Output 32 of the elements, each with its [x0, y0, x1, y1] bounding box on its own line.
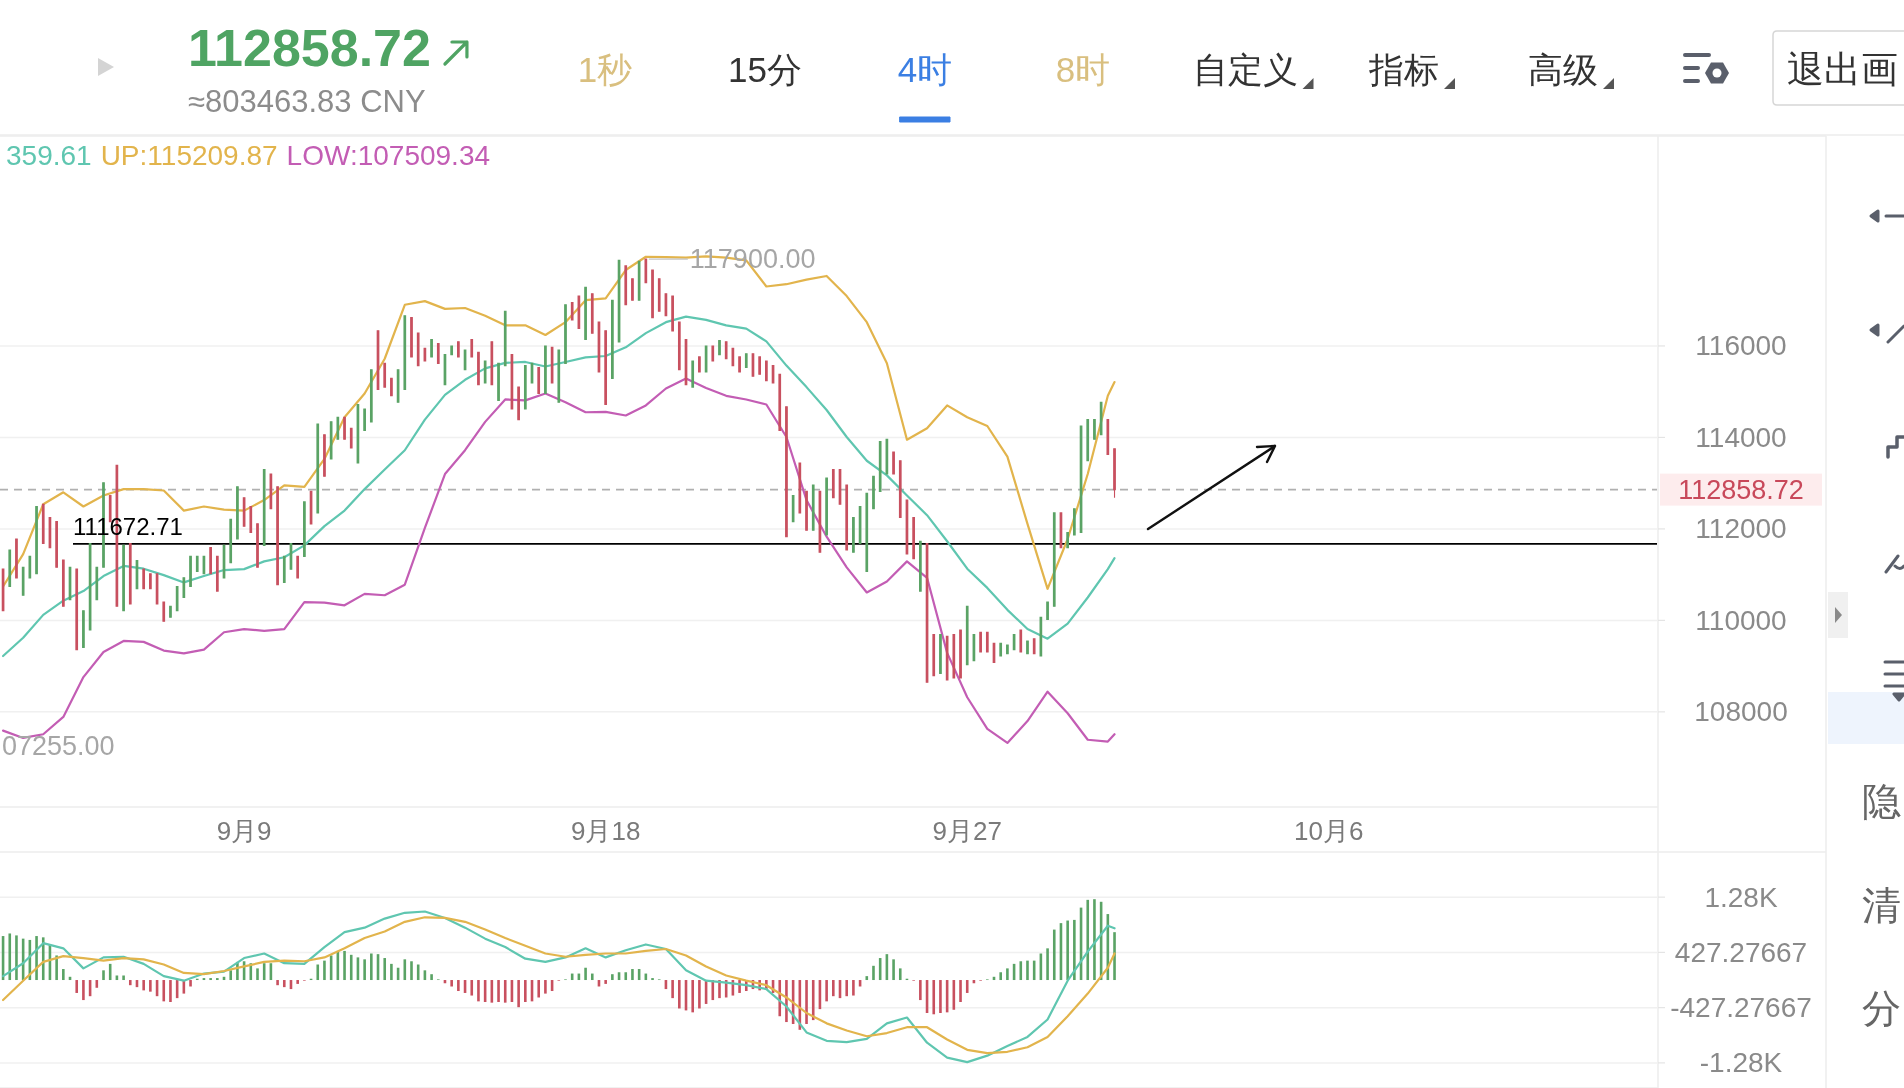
- text: 1秒: [577, 49, 633, 89]
- y-tick-label: 108000: [1694, 696, 1788, 728]
- y-tick-label: 114000: [1695, 421, 1787, 453]
- text: 自定义: [1192, 49, 1298, 89]
- text: UP:115209.87: [100, 139, 278, 171]
- ref-line-label: 112858.72: [1678, 474, 1804, 505]
- y-tick-label: 116000: [1695, 330, 1787, 362]
- text: 359.61: [6, 139, 92, 171]
- text: 112858.72: [188, 19, 431, 77]
- y-tick-label: 427.27667: [1674, 936, 1808, 968]
- text: 高级: [1528, 49, 1598, 89]
- annotation: 117900.00: [689, 244, 816, 275]
- text: 分: [1862, 986, 1901, 1030]
- text: 清: [1862, 883, 1901, 927]
- y-tick-label: 110000: [1695, 604, 1787, 636]
- y-tick-label: 112000: [1695, 513, 1787, 545]
- text: 隐: [1862, 779, 1901, 823]
- annotation: 07255.00: [2, 731, 115, 761]
- text: 15分: [728, 49, 802, 89]
- y-tick-label: -427.27667: [1670, 992, 1812, 1024]
- text: ≈803463.83 CNY: [188, 84, 426, 119]
- text: 退出画: [1787, 48, 1898, 90]
- text: 指标: [1368, 49, 1439, 89]
- x-tick-label: 10月6: [1294, 816, 1364, 846]
- text: LOW:107509.34: [286, 139, 491, 171]
- y-tick-label: 1.28K: [1704, 881, 1778, 913]
- x-tick-label: 9月27: [932, 816, 1002, 846]
- x-tick-label: 9月18: [570, 816, 641, 846]
- text: 8时: [1055, 49, 1111, 89]
- x-tick-label: 9月9: [216, 816, 272, 846]
- y-tick-label: -1.28K: [1699, 1047, 1783, 1079]
- text: 4时: [897, 49, 953, 89]
